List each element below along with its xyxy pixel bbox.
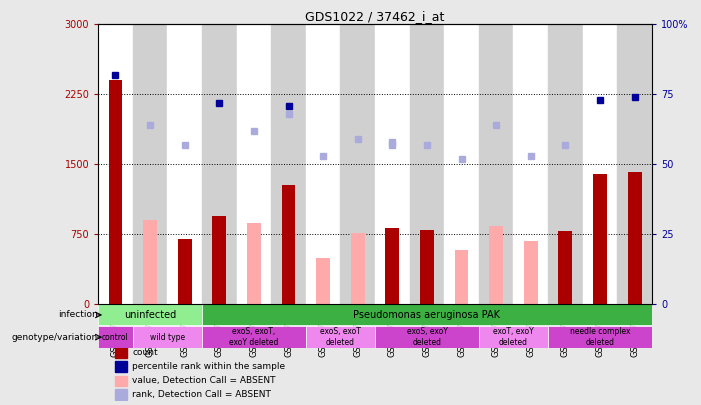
Bar [282,185,295,305]
Bar [386,228,400,305]
Text: infection: infection [58,310,98,320]
Bar [98,24,132,305]
Bar [420,230,434,305]
Bar [375,24,409,305]
Text: exoT, exoY
deleted: exoT, exoY deleted [493,327,534,347]
Bar [98,326,132,348]
Text: control: control [102,333,129,342]
Text: count: count [132,348,158,357]
Text: exoS, exoT,
exoY deleted: exoS, exoT, exoY deleted [229,327,278,347]
Text: wild type: wild type [150,333,185,342]
Bar [627,172,641,305]
Text: Pseudomonas aeruginosa PAK: Pseudomonas aeruginosa PAK [353,310,501,320]
Bar [583,24,618,305]
Bar [479,326,548,348]
Bar [168,24,202,305]
Bar [178,239,191,305]
Bar [109,80,123,305]
Bar [375,326,479,348]
Bar [548,326,652,348]
Bar [202,305,652,325]
Bar [618,24,652,305]
Text: needle complex
deleted: needle complex deleted [570,327,630,347]
Bar [548,24,583,305]
Bar [306,24,341,305]
Bar [524,241,538,305]
Bar [115,361,127,372]
Text: exoS, exoT
deleted: exoS, exoT deleted [320,327,361,347]
Bar [489,226,503,305]
Bar [202,326,306,348]
Bar [514,24,548,305]
Bar [409,24,444,305]
Bar [350,233,365,305]
Bar [316,258,330,305]
Text: genotype/variation: genotype/variation [12,333,98,342]
Bar [271,24,306,305]
Text: value, Detection Call = ABSENT: value, Detection Call = ABSENT [132,376,276,385]
Bar [132,24,168,305]
Bar [593,174,607,305]
Bar [559,231,572,305]
Bar [237,24,271,305]
Bar [341,24,375,305]
Bar [143,220,157,305]
Bar [455,250,468,305]
Bar [98,305,202,325]
Bar [247,223,261,305]
Bar [132,326,202,348]
Bar [444,24,479,305]
Bar [115,347,127,358]
Text: rank, Detection Call = ABSENT: rank, Detection Call = ABSENT [132,390,271,399]
Bar [479,24,514,305]
Bar [115,389,127,400]
Text: uninfected: uninfected [124,310,176,320]
Text: percentile rank within the sample: percentile rank within the sample [132,362,285,371]
Title: GDS1022 / 37462_i_at: GDS1022 / 37462_i_at [306,10,444,23]
Bar [306,326,375,348]
Bar [115,375,127,386]
Bar [212,216,226,305]
Bar [202,24,237,305]
Text: exoS, exoY
deleted: exoS, exoY deleted [407,327,447,347]
